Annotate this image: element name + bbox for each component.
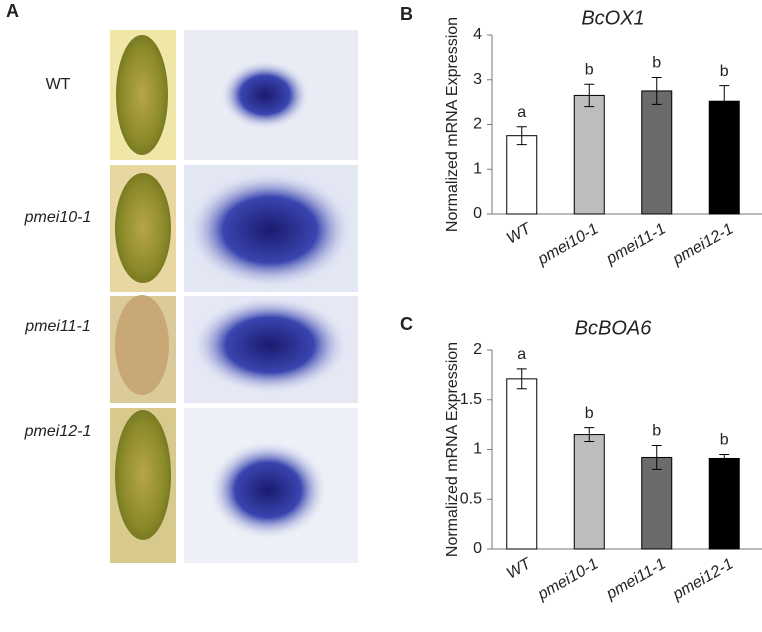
stain xyxy=(220,60,310,130)
y-axis-label: Normalized mRNA Expression xyxy=(444,342,461,557)
y-tick-label: 0 xyxy=(473,540,482,557)
y-tick-label: 1 xyxy=(473,160,482,177)
leaf xyxy=(115,410,171,540)
x-tick-label: pmei10-1 xyxy=(534,555,601,604)
x-tick-label: pmei12-1 xyxy=(669,220,736,269)
bar xyxy=(506,378,538,550)
error-bar xyxy=(651,77,662,105)
leaf xyxy=(116,35,168,155)
significance-letter: b xyxy=(652,55,661,72)
bar xyxy=(708,100,740,215)
y-tick-label: 1.5 xyxy=(460,391,482,408)
panel-a-images xyxy=(110,30,358,563)
y-axis-label: Normalized mRNA Expression xyxy=(444,17,461,232)
row-label: pmei10-1 xyxy=(24,209,92,226)
bar xyxy=(573,434,605,550)
y-tick-label: 4 xyxy=(473,26,482,43)
error-bar xyxy=(719,453,730,463)
bar xyxy=(708,457,740,550)
significance-letter: b xyxy=(720,63,729,80)
significance-letter: a xyxy=(517,104,526,121)
row-label: pmei12-1 xyxy=(24,423,92,440)
leaf xyxy=(115,295,169,395)
bar xyxy=(641,90,673,215)
panel-label: B xyxy=(400,4,413,24)
error-bar xyxy=(719,85,730,118)
bar xyxy=(506,135,538,215)
row-label: pmei11-1 xyxy=(24,318,91,335)
significance-letter: a xyxy=(517,346,526,363)
y-tick-label: 0 xyxy=(473,205,482,222)
y-tick-label: 2 xyxy=(473,116,482,133)
x-tick-label: pmei11-1 xyxy=(603,220,669,268)
significance-letter: b xyxy=(652,423,661,440)
stain xyxy=(208,440,328,540)
x-tick-label: WT xyxy=(504,555,535,583)
x-tick-label: pmei12-1 xyxy=(669,555,736,604)
leaf xyxy=(115,173,171,283)
bar xyxy=(641,456,673,550)
chart-title: BcOX1 xyxy=(581,7,644,29)
panel-label: C xyxy=(400,314,413,334)
chart-title: BcBOA6 xyxy=(575,317,653,339)
x-tick-label: pmei11-1 xyxy=(603,555,669,603)
stain xyxy=(185,170,355,290)
x-tick-label: WT xyxy=(504,220,535,248)
bar xyxy=(573,94,605,215)
error-bar xyxy=(651,445,662,470)
y-tick-label: 2 xyxy=(473,341,482,358)
significance-letter: b xyxy=(585,61,594,78)
y-tick-label: 1 xyxy=(473,441,482,458)
row-label: WT xyxy=(46,76,71,93)
y-tick-label: 3 xyxy=(473,71,482,88)
error-bar xyxy=(516,368,527,390)
x-tick-label: pmei10-1 xyxy=(534,220,601,269)
panel-label: A xyxy=(6,1,19,21)
significance-letter: b xyxy=(720,432,729,449)
error-bar xyxy=(584,427,595,443)
error-bar xyxy=(516,126,527,146)
error-bar xyxy=(584,83,595,108)
significance-letter: b xyxy=(585,405,594,422)
y-tick-label: 0.5 xyxy=(460,490,482,507)
stain xyxy=(190,295,350,395)
